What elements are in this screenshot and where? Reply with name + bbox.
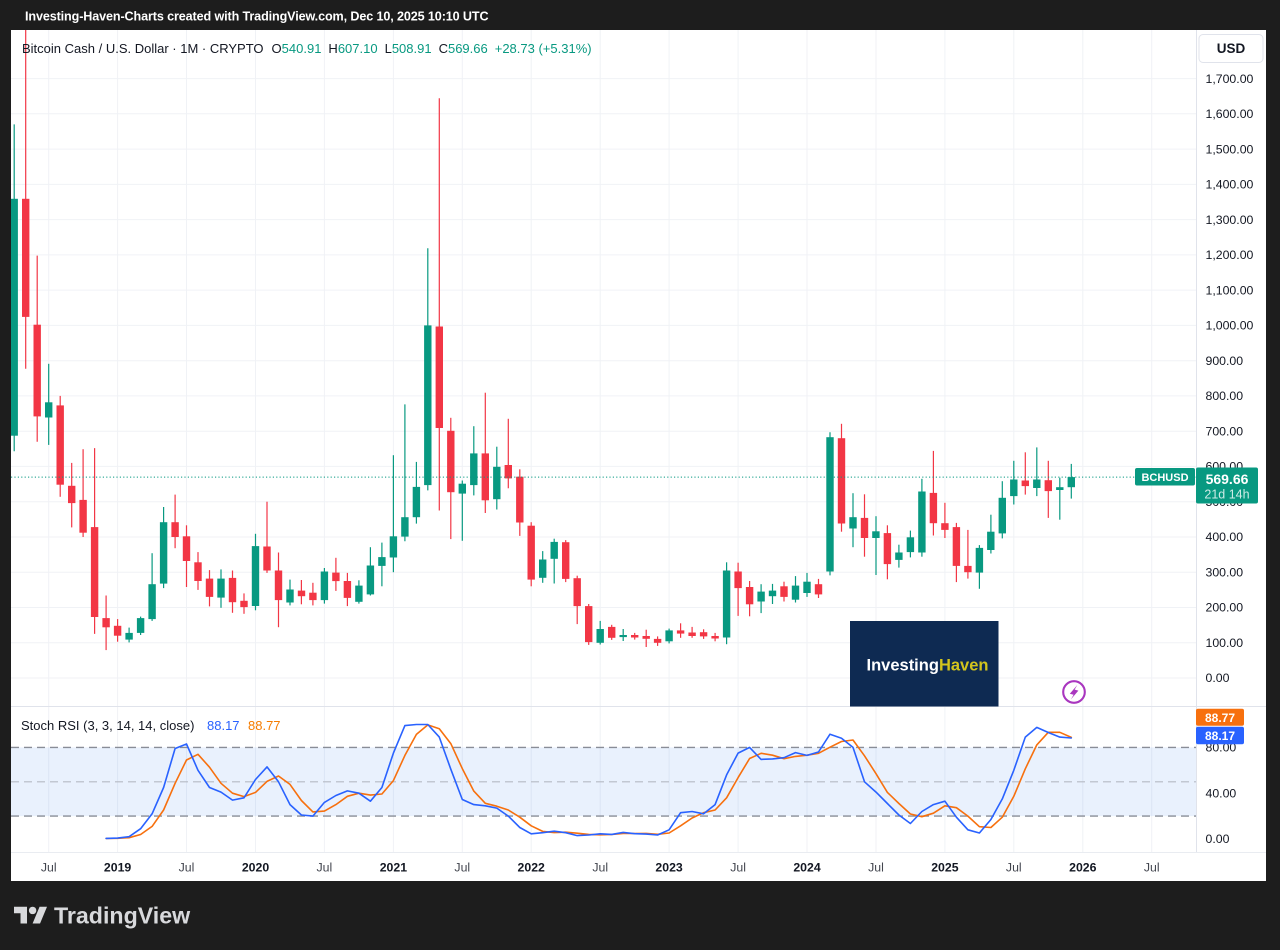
svg-text:700.00: 700.00 [1206, 424, 1244, 438]
svg-text:1,700.00: 1,700.00 [1206, 72, 1254, 86]
svg-text:100.00: 100.00 [1206, 636, 1244, 650]
svg-text:1,500.00: 1,500.00 [1206, 142, 1254, 156]
svg-text:300.00: 300.00 [1206, 565, 1244, 579]
svg-text:Jul: Jul [454, 861, 470, 875]
svg-text:21d 14h: 21d 14h [1204, 488, 1249, 502]
svg-text:2022: 2022 [518, 861, 546, 875]
svg-text:InvestingHaven: InvestingHaven [867, 657, 989, 675]
svg-text:2019: 2019 [104, 861, 132, 875]
svg-text:USD: USD [1217, 41, 1246, 56]
svg-text:TradingView: TradingView [54, 903, 191, 929]
svg-text:2021: 2021 [380, 861, 408, 875]
svg-text:1,400.00: 1,400.00 [1206, 178, 1254, 192]
svg-text:569.66: 569.66 [1206, 471, 1249, 487]
svg-text:900.00: 900.00 [1206, 354, 1244, 368]
svg-text:800.00: 800.00 [1206, 389, 1244, 403]
svg-text:2023: 2023 [655, 861, 683, 875]
svg-text:2025: 2025 [931, 861, 959, 875]
svg-text:400.00: 400.00 [1206, 530, 1244, 544]
svg-text:Jul: Jul [1144, 861, 1160, 875]
svg-text:40.00: 40.00 [1206, 786, 1237, 800]
svg-text:88.17: 88.17 [207, 718, 240, 733]
svg-text:Stoch RSI (3, 3, 14, 14, close: Stoch RSI (3, 3, 14, 14, close) [21, 718, 194, 733]
svg-text:1,000.00: 1,000.00 [1206, 319, 1254, 333]
svg-text:BCHUSD: BCHUSD [1141, 472, 1188, 484]
svg-text:1,600.00: 1,600.00 [1206, 107, 1254, 121]
svg-text:Jul: Jul [179, 861, 195, 875]
svg-text:Jul: Jul [730, 861, 746, 875]
svg-text:Investing-Haven-Charts created: Investing-Haven-Charts created with Trad… [25, 10, 488, 24]
svg-text:88.77: 88.77 [248, 718, 281, 733]
svg-text:Bitcoin Cash / U.S. Dollar · 1: Bitcoin Cash / U.S. Dollar · 1M · CRYPTO… [22, 41, 592, 56]
svg-text:1,200.00: 1,200.00 [1206, 248, 1254, 262]
svg-text:88.77: 88.77 [1205, 711, 1235, 725]
svg-text:2024: 2024 [793, 861, 821, 875]
svg-text:Jul: Jul [592, 861, 608, 875]
svg-text:1,300.00: 1,300.00 [1206, 213, 1254, 227]
svg-text:2020: 2020 [242, 861, 270, 875]
svg-text:88.17: 88.17 [1205, 729, 1235, 743]
svg-text:200.00: 200.00 [1206, 601, 1244, 615]
svg-text:1,100.00: 1,100.00 [1206, 283, 1254, 297]
svg-text:Jul: Jul [41, 861, 57, 875]
svg-text:Jul: Jul [317, 861, 333, 875]
svg-text:Jul: Jul [1006, 861, 1022, 875]
svg-text:Jul: Jul [868, 861, 884, 875]
svg-text:0.00: 0.00 [1206, 832, 1230, 846]
svg-text:2026: 2026 [1069, 861, 1097, 875]
svg-text:0.00: 0.00 [1206, 671, 1230, 685]
